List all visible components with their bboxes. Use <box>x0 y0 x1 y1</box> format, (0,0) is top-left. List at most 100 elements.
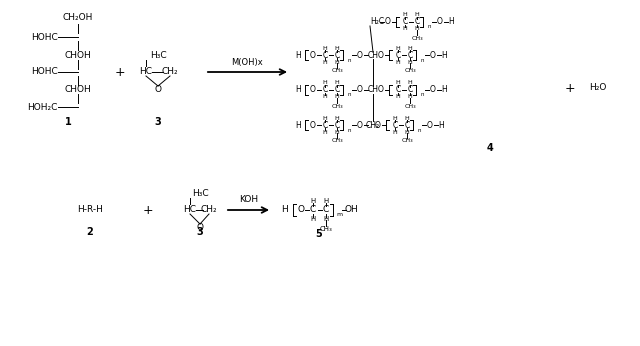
Text: O: O <box>437 18 443 27</box>
Text: H: H <box>441 85 447 94</box>
Text: H: H <box>408 46 412 51</box>
Text: CH: CH <box>367 51 378 60</box>
Text: H: H <box>404 129 410 135</box>
Text: O: O <box>385 18 391 27</box>
Text: C: C <box>310 206 316 215</box>
Text: H: H <box>408 81 412 85</box>
Text: H: H <box>323 94 328 100</box>
Text: H: H <box>403 12 408 18</box>
Text: n: n <box>428 25 431 29</box>
Text: 2: 2 <box>86 227 93 237</box>
Text: O: O <box>427 120 433 129</box>
Text: C: C <box>323 51 328 60</box>
Text: CH₃: CH₃ <box>404 103 416 109</box>
Text: H-R-H: H-R-H <box>77 206 103 215</box>
Text: H: H <box>323 129 328 135</box>
Text: HOH₂C: HOH₂C <box>28 102 58 111</box>
Text: HOHC: HOHC <box>31 67 58 76</box>
Text: CH₃: CH₃ <box>401 138 413 144</box>
Text: H: H <box>396 46 401 51</box>
Text: O: O <box>154 84 161 93</box>
Text: OH: OH <box>344 206 358 215</box>
Text: CH₃: CH₃ <box>411 36 423 40</box>
Text: O: O <box>378 85 384 94</box>
Text: M(OH)x: M(OH)x <box>231 57 263 66</box>
Text: O: O <box>298 206 305 215</box>
Text: H: H <box>438 120 444 129</box>
Text: H: H <box>335 116 339 120</box>
Text: H: H <box>323 81 328 85</box>
Text: H: H <box>282 206 289 215</box>
Text: H: H <box>392 116 397 120</box>
Text: H: H <box>295 120 301 129</box>
Text: CH₃: CH₃ <box>319 226 332 232</box>
Text: CHOH: CHOH <box>65 51 92 60</box>
Text: O: O <box>196 222 204 231</box>
Text: C: C <box>392 120 397 129</box>
Text: H: H <box>335 129 339 135</box>
Text: H: H <box>310 198 316 204</box>
Text: C: C <box>403 18 408 27</box>
Text: CH₂: CH₂ <box>201 206 218 215</box>
Text: H₃C: H₃C <box>192 190 208 199</box>
Text: C: C <box>323 120 328 129</box>
Text: H: H <box>335 94 339 100</box>
Text: 3: 3 <box>196 227 204 237</box>
Text: CH₃: CH₃ <box>331 69 343 73</box>
Text: O: O <box>310 85 316 94</box>
Text: H: H <box>323 198 328 204</box>
Text: C: C <box>323 206 329 215</box>
Text: C: C <box>396 85 401 94</box>
Text: O: O <box>357 85 363 94</box>
Text: C: C <box>404 120 410 129</box>
Text: H: H <box>415 12 419 18</box>
Text: n: n <box>348 127 351 133</box>
Text: H: H <box>396 81 401 85</box>
Text: H: H <box>335 46 339 51</box>
Text: H: H <box>335 81 339 85</box>
Text: CHOH: CHOH <box>65 84 92 93</box>
Text: C: C <box>334 51 340 60</box>
Text: C: C <box>334 85 340 94</box>
Text: 4: 4 <box>486 143 493 153</box>
Text: H: H <box>415 27 419 31</box>
Text: H: H <box>323 46 328 51</box>
Text: +: + <box>115 65 125 79</box>
Text: HC: HC <box>184 206 196 215</box>
Text: H: H <box>295 85 301 94</box>
Text: C: C <box>408 85 413 94</box>
Text: C: C <box>396 51 401 60</box>
Text: 5: 5 <box>316 229 323 239</box>
Text: H: H <box>310 216 316 222</box>
Text: O: O <box>310 51 316 60</box>
Text: O: O <box>430 85 436 94</box>
Text: C: C <box>414 18 420 27</box>
Text: C: C <box>334 120 340 129</box>
Text: O: O <box>357 120 363 129</box>
Text: O: O <box>375 120 381 129</box>
Text: H: H <box>408 94 412 100</box>
Text: O: O <box>357 51 363 60</box>
Text: C: C <box>408 51 413 60</box>
Text: n: n <box>348 92 351 98</box>
Text: CH: CH <box>367 85 378 94</box>
Text: HOHC: HOHC <box>31 33 58 42</box>
Text: m: m <box>336 212 342 218</box>
Text: CH₃: CH₃ <box>331 138 343 144</box>
Text: H: H <box>396 60 401 64</box>
Text: O: O <box>310 120 316 129</box>
Text: O: O <box>378 51 384 60</box>
Text: n: n <box>420 92 424 98</box>
Text: HC: HC <box>140 67 152 76</box>
Text: H₃C: H₃C <box>150 52 166 61</box>
Text: H: H <box>295 51 301 60</box>
Text: CH₂: CH₂ <box>366 120 380 129</box>
Text: 3: 3 <box>155 117 161 127</box>
Text: H₂C: H₂C <box>370 18 384 27</box>
Text: H: H <box>323 116 328 120</box>
Text: H: H <box>404 116 410 120</box>
Text: CH₂OH: CH₂OH <box>63 13 93 22</box>
Text: 1: 1 <box>65 117 72 127</box>
Text: H: H <box>448 18 454 27</box>
Text: CH₃: CH₃ <box>331 103 343 109</box>
